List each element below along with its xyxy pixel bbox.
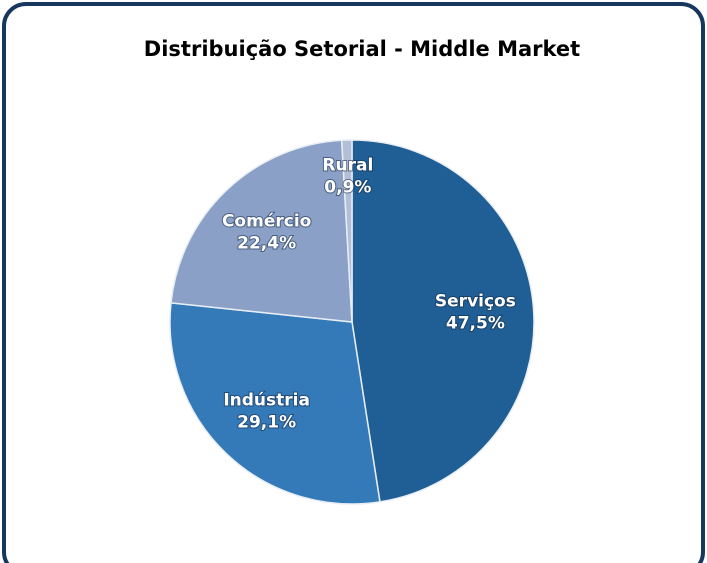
slice-category: Serviços [435,291,516,311]
slice-category: Indústria [223,391,310,411]
pie [169,139,535,505]
pie-slice [340,139,353,323]
pie-slice [170,139,353,323]
slice-value-label: 29,1% [237,413,296,433]
pie-slice [169,302,381,505]
slice-value-label: 47,5% [446,313,505,333]
slice-category: Comércio [222,211,311,231]
chart-title: Distribuição Setorial - Middle Market [144,37,580,61]
slice-value-label: 22,4% [237,233,296,253]
slice-value-label: 0,9% [324,177,371,197]
pie-slice [351,139,535,503]
slice-category: Rural [322,155,373,175]
